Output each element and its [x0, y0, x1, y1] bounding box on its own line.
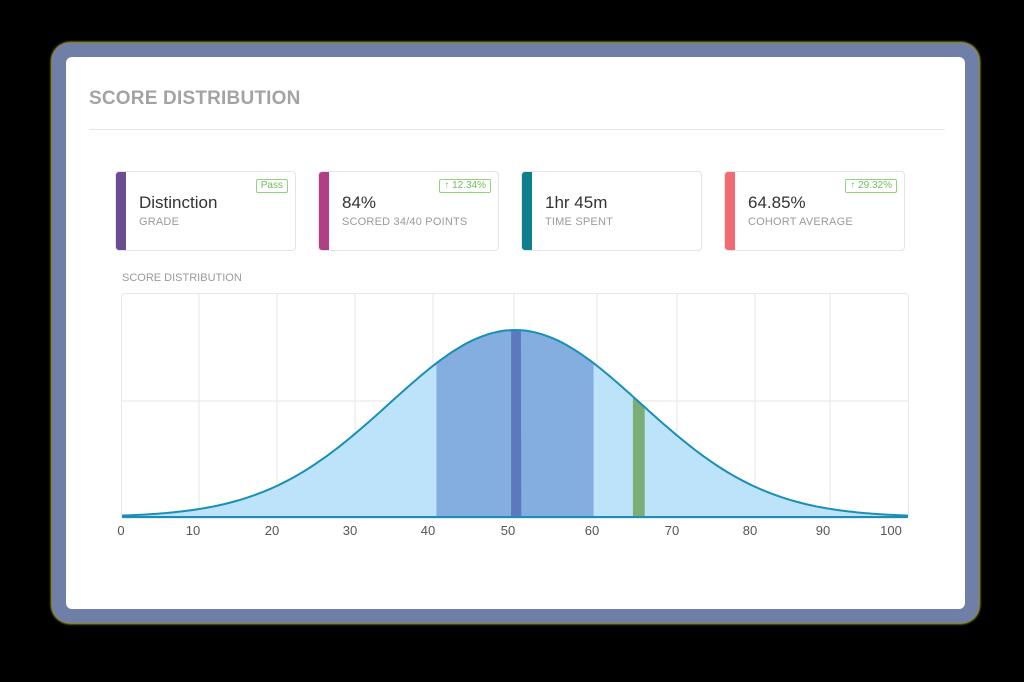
cohort-average-marker-band	[632, 396, 645, 517]
stat-card-time: 1hr 45m TIME SPENT	[521, 171, 702, 251]
stat-value: Distinction	[139, 193, 218, 212]
accent-bar	[522, 172, 532, 250]
page-title: SCORE DISTRIBUTION	[89, 88, 301, 109]
x-tick-label: 20	[264, 523, 280, 538]
stat-label: GRADE	[139, 216, 180, 228]
change-badge: ↑ 29.32%	[845, 179, 897, 193]
x-tick-label: 30	[342, 523, 358, 538]
stat-label: TIME SPENT	[545, 216, 614, 228]
chart-label: SCORE DISTRIBUTION	[122, 272, 242, 284]
score-distribution-card: SCORE DISTRIBUTION Distinction GRADE Pas…	[66, 57, 965, 609]
stat-value: 1hr 45m	[545, 193, 608, 212]
distribution-chart	[121, 294, 909, 518]
accent-bar	[725, 172, 735, 250]
change-badge: ↑ 12.34%	[439, 179, 491, 193]
status-badge: Pass	[255, 179, 288, 193]
x-tick-label: 80	[742, 523, 758, 538]
x-tick-label: 70	[664, 523, 680, 538]
stat-card-grade: Distinction GRADE Pass	[115, 171, 296, 251]
x-tick-label: 50	[500, 523, 516, 538]
divider	[89, 129, 945, 130]
stat-card-score: 84% SCORED 34/40 POINTS ↑ 12.34%	[318, 171, 499, 251]
stat-value: 64.85%	[748, 193, 806, 212]
stat-label: SCORED 34/40 POINTS	[342, 216, 468, 228]
chart-frame	[121, 293, 909, 519]
x-tick-label: 90	[815, 523, 831, 538]
x-tick-label: 100	[880, 523, 902, 538]
x-tick-label: 40	[420, 523, 436, 538]
x-tick-label: 60	[584, 523, 600, 538]
x-tick-label: 10	[185, 523, 201, 538]
mean-marker-band	[511, 330, 522, 517]
accent-bar	[319, 172, 329, 250]
accent-bar	[116, 172, 126, 250]
stat-card-cohort: 64.85% COHORT AVERAGE ↑ 29.32%	[724, 171, 905, 251]
stat-label: COHORT AVERAGE	[748, 216, 853, 228]
stat-value: 84%	[342, 193, 377, 212]
x-tick-label: 0	[117, 523, 125, 538]
